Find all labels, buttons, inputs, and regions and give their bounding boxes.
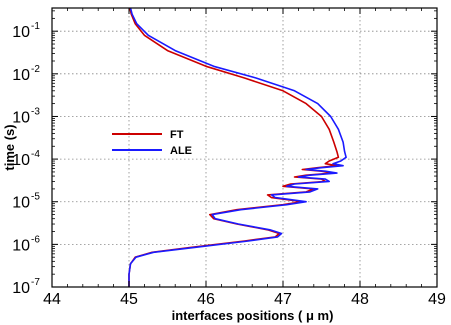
plot-frame: [51, 7, 438, 288]
legend-label-ale: ALE: [170, 145, 192, 157]
y-tick-label: 10: [12, 24, 30, 41]
y-tick-exponent: -6: [31, 234, 40, 245]
y-axis-title: time (s): [2, 124, 17, 170]
series-line-ale: [128, 7, 347, 287]
y-tick-exponent: -3: [31, 106, 40, 117]
y-tick-label: 10: [12, 280, 30, 297]
grid-lines: [52, 8, 437, 287]
axis-ticks: [51, 8, 438, 288]
y-tick-label: 10: [12, 195, 30, 212]
x-tick-label: 44: [43, 291, 61, 308]
x-tick-label: 47: [274, 291, 292, 308]
y-tick-exponent: -7: [31, 277, 40, 288]
x-tick-label: 49: [428, 291, 446, 308]
y-tick-exponent: -4: [31, 149, 40, 160]
y-tick-label: 10: [12, 67, 30, 84]
x-tick-label: 48: [351, 291, 369, 308]
y-tick-label: 10: [12, 237, 30, 254]
y-tick-label: 10: [12, 109, 30, 126]
x-tick-label: 46: [197, 291, 215, 308]
legend: FT ALE: [112, 129, 192, 157]
y-tick-exponent: -5: [31, 192, 40, 203]
y-tick-label: 10: [12, 152, 30, 169]
series-lines: [128, 7, 347, 287]
x-tick-labels: 44 45 46 47 48 49: [43, 291, 446, 308]
y-tick-exponent: -2: [31, 64, 40, 75]
y-tick-labels: 10-710-610-510-410-310-210-1: [12, 21, 40, 297]
legend-label-ft: FT: [170, 129, 184, 141]
x-axis-title: interfaces positions ( μ m): [172, 308, 334, 323]
y-tick-exponent: -1: [31, 21, 40, 32]
x-tick-label: 45: [120, 291, 138, 308]
